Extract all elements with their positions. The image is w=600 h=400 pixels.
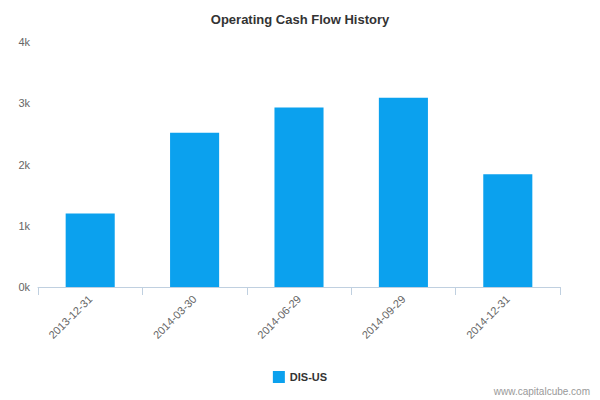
svg-text:2014-12-31: 2014-12-31 [464,293,512,341]
svg-text:Operating Cash Flow History: Operating Cash Flow History [211,12,390,27]
svg-text:www.capitalcube.com: www.capitalcube.com [493,386,590,397]
svg-text:2014-09-29: 2014-09-29 [359,293,407,341]
svg-text:2013-12-31: 2013-12-31 [46,293,94,341]
svg-text:2014-03-30: 2014-03-30 [151,293,199,341]
svg-text:0k: 0k [18,281,30,293]
svg-text:3k: 3k [18,97,30,109]
svg-text:2014-06-29: 2014-06-29 [255,293,303,341]
svg-text:1k: 1k [18,220,30,232]
svg-text:2k: 2k [18,159,30,171]
svg-text:DIS-US: DIS-US [290,371,327,383]
svg-text:4k: 4k [18,36,30,48]
